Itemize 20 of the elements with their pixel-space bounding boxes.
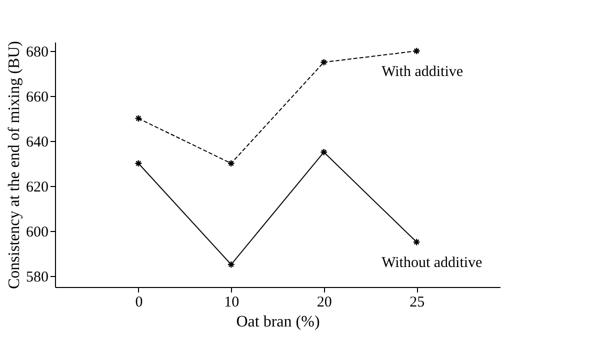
y-tick-label: 680	[26, 44, 48, 60]
y-tick-label: 580	[26, 269, 48, 286]
x-tick-label: 0	[135, 294, 143, 310]
x-tick-label: 10	[224, 294, 240, 310]
y-tick-label: 640	[26, 134, 48, 150]
y-axis-title: Consistency at the end of mixing (BU)	[6, 41, 23, 289]
point	[227, 160, 235, 168]
point	[320, 58, 328, 66]
point	[412, 47, 420, 55]
y-tick-label: 600	[26, 224, 48, 240]
x-tick-label: 20	[316, 294, 332, 310]
x-tick-label: 25	[410, 294, 425, 310]
point	[227, 260, 235, 268]
series-label: With additive	[382, 64, 464, 80]
y-tick-label: 660	[26, 89, 48, 106]
series-label: Without additive	[382, 255, 483, 272]
point	[134, 114, 142, 122]
point	[320, 148, 328, 156]
y-tick-label: 620	[26, 179, 48, 196]
x-axis-title: Oat bran (%)	[236, 314, 320, 330]
